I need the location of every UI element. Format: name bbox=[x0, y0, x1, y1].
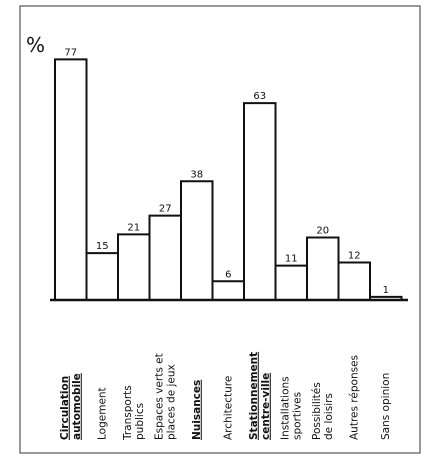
bar-6 bbox=[243, 102, 277, 301]
value-label-6: 63 bbox=[253, 91, 266, 102]
category-label-9-line-0: Autres réponses bbox=[348, 355, 360, 440]
category-label-1: Logement bbox=[96, 387, 108, 440]
category-label-0: Circulation automobile bbox=[59, 373, 83, 440]
category-label-10-line-0: Sans opinion bbox=[380, 373, 392, 440]
value-label-9: 12 bbox=[348, 251, 361, 262]
value-label-2: 21 bbox=[127, 222, 140, 233]
value-label-3: 27 bbox=[159, 204, 172, 215]
category-label-0-line-0: Circulation bbox=[59, 376, 71, 440]
category-label-3-line-1: places de jeux bbox=[165, 364, 177, 440]
bar-2 bbox=[117, 233, 151, 301]
category-label-10: Sans opinion bbox=[380, 373, 392, 440]
category-label-2-line-1: publics bbox=[134, 403, 146, 440]
value-labels-group: 77 15 21 27 38 6 63 11 20 12 1 bbox=[64, 47, 389, 296]
category-label-2-line-0: Transports bbox=[122, 385, 134, 441]
bar-5 bbox=[211, 280, 245, 301]
category-label-6: Stationnement centre-ville bbox=[248, 352, 272, 440]
value-label-5: 6 bbox=[225, 269, 231, 280]
category-label-6-line-1: centre-ville bbox=[260, 373, 272, 440]
category-label-5: Architecture bbox=[222, 376, 234, 440]
category-label-7-line-0: Installations bbox=[279, 376, 291, 440]
category-label-1-line-0: Logement bbox=[96, 387, 108, 440]
category-label-2: Transports publics bbox=[122, 385, 146, 441]
category-label-5-line-0: Architecture bbox=[222, 376, 234, 440]
value-label-8: 20 bbox=[316, 226, 329, 237]
bar-3 bbox=[148, 214, 182, 301]
category-label-8-line-1: de loisirs bbox=[323, 393, 335, 440]
category-label-4-line-0: Nuisances bbox=[191, 380, 203, 440]
bar-7 bbox=[274, 264, 308, 301]
bar-4 bbox=[180, 180, 214, 301]
category-label-8-line-0: Possibilités bbox=[311, 382, 323, 440]
value-label-0: 77 bbox=[64, 47, 77, 58]
category-label-4: Nuisances bbox=[191, 380, 203, 440]
category-label-3-line-0: Espaces verts et bbox=[153, 353, 165, 440]
bars-group bbox=[54, 58, 403, 301]
value-label-10: 1 bbox=[383, 285, 389, 296]
value-label-7: 11 bbox=[285, 254, 298, 265]
category-label-9: Autres réponses bbox=[348, 355, 360, 440]
value-label-4: 38 bbox=[190, 169, 203, 180]
value-label-1: 15 bbox=[96, 241, 109, 252]
bar-0 bbox=[54, 58, 88, 301]
category-labels-group: Circulation automobile Logement Transports p… bbox=[59, 352, 392, 441]
bar-8 bbox=[306, 236, 340, 301]
bar-1 bbox=[85, 252, 119, 301]
chart-frame bbox=[19, 5, 421, 454]
category-label-0-line-1: automobile bbox=[71, 373, 83, 440]
category-label-7-line-1: sportives bbox=[291, 392, 303, 440]
y-axis-label: % bbox=[26, 33, 45, 57]
bar-9 bbox=[337, 261, 371, 301]
category-label-6-line-0: Stationnement bbox=[248, 352, 260, 440]
category-label-7: Installations sportives bbox=[279, 376, 303, 440]
category-label-3: Espaces verts et places de jeux bbox=[153, 353, 177, 440]
category-label-8: Possibilités de loisirs bbox=[311, 382, 335, 440]
